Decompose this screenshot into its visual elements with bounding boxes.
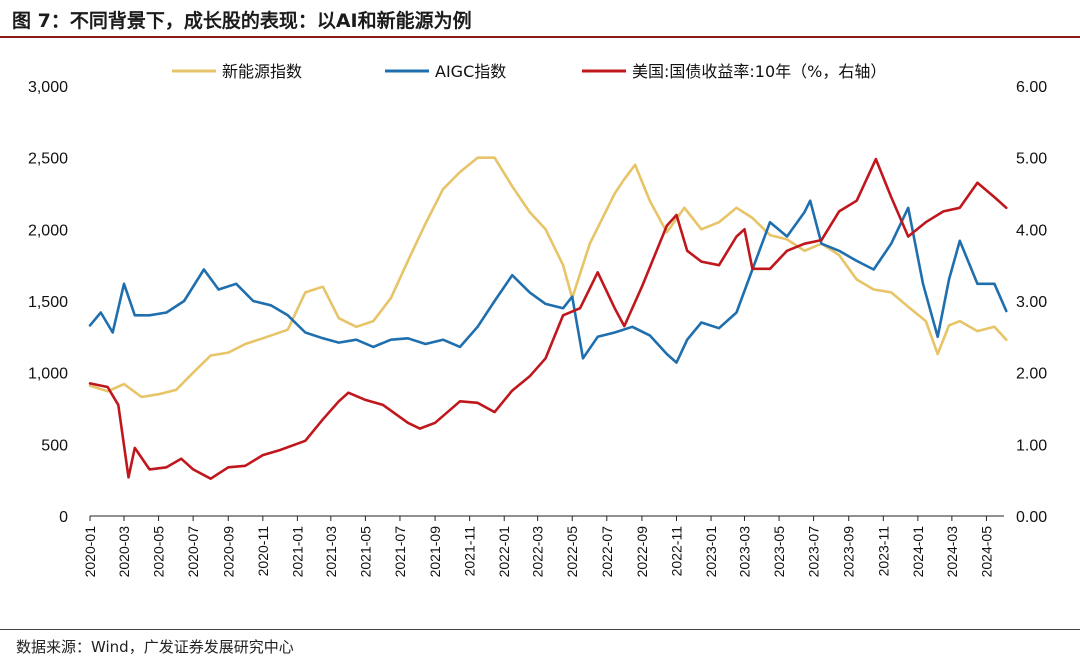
x-tick-label: 2023-07 [806,526,822,578]
y-left-tick-label: 3,000 [28,79,68,96]
chart-legend: 新能源指数 AIGC指数 美国:国债收益率:10年（%，右轴） [172,62,886,81]
x-tick-label: 2021-11 [462,526,478,577]
figure-title: 图 7：不同背景下，成长股的表现：以AI和新能源为例 [12,10,472,32]
y-left-tick-label: 1,500 [28,294,68,311]
x-tick-label: 2024-05 [978,526,994,578]
line-chart: 0 500 1,000 1,500 2,000 2,500 3,000 0.00 1.00 2.0… [28,62,1047,577]
x-tick-label: 2020-03 [116,526,132,578]
series-line-3 [88,157,1008,480]
x-tick-label: 2021-09 [427,526,443,578]
x-tick-label: 2024-03 [944,526,960,578]
title-rule [0,36,1080,38]
x-tick-label: 2023-11 [875,526,891,577]
y-left-tick-label: 2,500 [28,151,68,168]
x-tick-label: 2020-11 [255,526,271,577]
legend-label-2: AIGC指数 [435,62,506,81]
y-left-tick-label: 1,000 [28,366,68,383]
x-tick-label: 2021-01 [289,526,305,578]
x-tick-label: 2020-07 [185,526,201,578]
y-right-tick-label: 5.00 [1016,151,1047,168]
x-tick-label: 2022-03 [530,526,546,578]
x-tick-label: 2020-05 [151,526,167,578]
series-layer [88,156,1008,480]
series-line-1 [88,156,1008,399]
y-right-tick-label: 3.00 [1016,294,1047,311]
y-left-tick-label: 0 [59,509,68,526]
y-right-tick-label: 6.00 [1016,79,1047,96]
x-tick-label: 2023-05 [771,526,787,578]
legend-label-1: 新能源指数 [222,62,302,81]
x-tick-label: 2022-11 [668,526,684,577]
x-tick-label: 2021-07 [392,526,408,578]
x-tick-label: 2021-03 [323,526,339,578]
footer-rule [0,629,1080,630]
legend-label-3: 美国:国债收益率:10年（%，右轴） [632,62,886,81]
y-right-tick-label: 4.00 [1016,222,1047,239]
x-tick-label: 2022-05 [564,526,580,578]
x-tick-label: 2022-01 [496,526,512,578]
source-note: 数据来源：Wind，广发证券发展研究中心 [16,638,294,656]
x-tick-label: 2020-09 [220,526,236,578]
y-right-tick-label: 1.00 [1016,437,1047,454]
x-tick-label: 2023-03 [736,526,752,578]
chart-axes: 0 500 1,000 1,500 2,000 2,500 3,000 0.00 1.00 2.0… [28,79,1047,577]
x-tick-label: 2021-05 [357,526,373,578]
x-tick-label: 2023-09 [841,526,857,578]
y-right-tick-label: 0.00 [1016,509,1047,526]
x-tick-label: 2022-09 [634,526,650,578]
y-left-tick-label: 2,000 [28,222,68,239]
x-tick-label: 2022-07 [599,526,615,578]
y-left-tick-label: 500 [41,437,68,454]
x-tick-label: 2020-01 [82,526,98,578]
series-line-2 [88,199,1008,364]
x-tick-label: 2023-01 [703,526,719,578]
x-tick-label: 2024-01 [910,526,926,578]
y-right-tick-label: 2.00 [1016,366,1047,383]
